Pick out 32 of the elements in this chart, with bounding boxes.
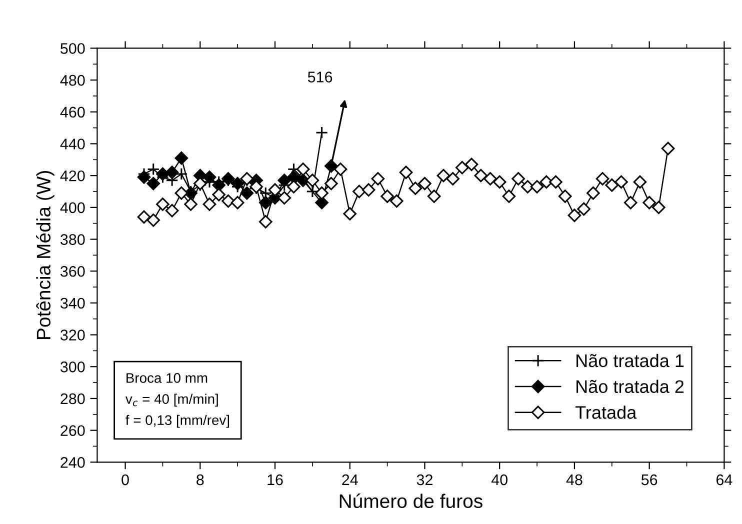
x-tick-label: 48 xyxy=(566,474,582,486)
annotation: v$_{c}$ = 40 [m/min] xyxy=(125,394,218,407)
annotation: f = 0,13 [mm/rev] xyxy=(126,414,230,428)
y-tick-label: 420 xyxy=(60,170,85,182)
x-tick-label: 16 xyxy=(268,474,283,486)
x-tick-label: 32 xyxy=(416,474,432,486)
x-tick-label: 8 xyxy=(196,474,204,486)
y-tick-label: 400 xyxy=(60,202,85,214)
legend-label: Não tratada 2 xyxy=(576,380,684,394)
y-tick-label: 360 xyxy=(60,266,85,277)
y-tick-label: 480 xyxy=(60,74,85,86)
x-tick-label: 56 xyxy=(641,474,658,486)
y-tick-label: 500 xyxy=(60,43,85,54)
x-tick-label: 0 xyxy=(122,474,129,486)
legend-label: Não tratada 1 xyxy=(576,354,684,368)
legend-label: Tratada xyxy=(575,406,637,419)
y-axis-title: Potência Média (W) xyxy=(36,171,54,339)
y-tick-label: 380 xyxy=(60,234,85,245)
x-tick-label: 40 xyxy=(491,474,508,486)
x-axis-title: Número de furos xyxy=(340,494,482,508)
annotation: 516 xyxy=(308,72,332,82)
y-tick-label: 260 xyxy=(60,425,85,436)
y-tick-label: 300 xyxy=(60,362,85,372)
y-tick-label: 440 xyxy=(60,138,85,150)
y-tick-label: 240 xyxy=(60,457,85,468)
y-tick-label: 340 xyxy=(60,298,85,309)
y-tick-label: 280 xyxy=(60,393,85,404)
x-tick-label: 64 xyxy=(716,474,732,486)
x-tick-label: 24 xyxy=(342,474,358,486)
annotation: Broca 10 mm xyxy=(126,373,208,383)
y-tick-label: 320 xyxy=(60,330,85,340)
y-tick-label: 460 xyxy=(60,106,85,118)
